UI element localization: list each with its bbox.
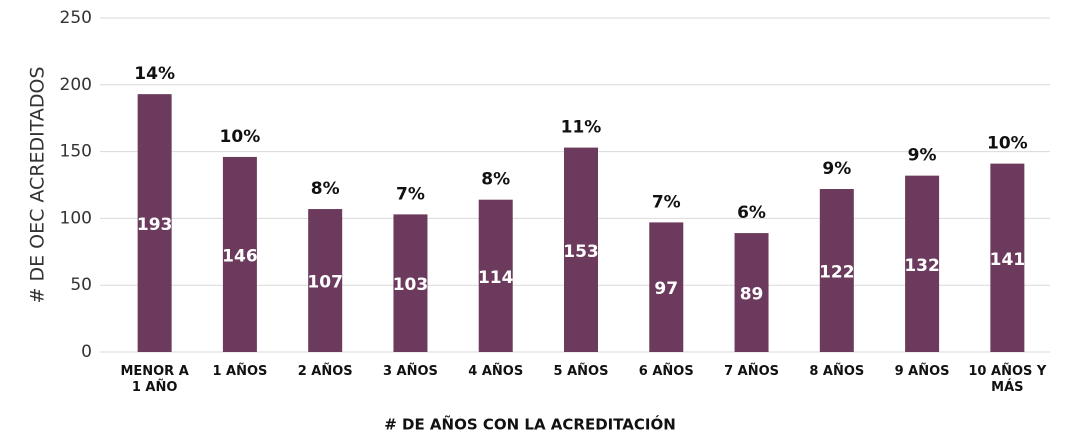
value-label: 193 [137, 215, 173, 235]
y-tick-label: 50 [70, 275, 92, 295]
x-tick-label: 5 AÑOS [553, 364, 609, 379]
value-label: 114 [478, 268, 514, 288]
bar [819, 189, 854, 352]
annotation: 8% [481, 170, 510, 190]
bar [564, 147, 598, 352]
annotation: 9% [822, 159, 851, 179]
value-label: 132 [904, 256, 940, 276]
y-tick-label: 200 [60, 75, 92, 95]
annotation: 11% [561, 118, 602, 138]
annotation: 9% [908, 146, 937, 166]
annotation: 7% [652, 192, 681, 212]
x-tick-label: 2 AÑOS [297, 364, 353, 379]
annotation: 14% [134, 64, 175, 84]
y-tick-label: 150 [60, 142, 92, 162]
value-label: 97 [654, 279, 678, 299]
x-tick-label: 7 AÑOS [724, 364, 779, 379]
y-tick-label: 250 [60, 8, 92, 28]
value-label: 146 [222, 246, 258, 266]
bar [905, 175, 940, 352]
value-label: 107 [307, 273, 343, 293]
value-label: 153 [563, 242, 599, 262]
x-tick-label: 8 AÑOS [809, 364, 865, 379]
annotation: 8% [311, 179, 340, 199]
value-label: 122 [819, 263, 855, 283]
x-tick-label: 10 AÑOS Y MÁS [968, 364, 1047, 395]
y-tick-label: 100 [60, 208, 92, 228]
y-axis-title: # DE OEC ACREDITADOS [27, 66, 49, 303]
annotation: 10% [220, 127, 261, 147]
x-tick-label: 3 AÑOS [382, 364, 438, 379]
x-axis-title: # DE AÑOS CON LA ACREDITACIÓN [384, 415, 676, 434]
x-tick-label: MENOR A 1 AÑO [120, 364, 189, 395]
bar [308, 209, 343, 352]
value-label: 141 [990, 250, 1026, 270]
bar [649, 222, 684, 352]
bar [137, 94, 172, 352]
x-tick-label: 6 AÑOS [638, 364, 694, 379]
bar [393, 214, 428, 352]
annotation: 6% [737, 203, 766, 223]
value-label: 89 [740, 285, 764, 305]
x-tick-label: 1 AÑOS [212, 364, 268, 379]
annotation: 7% [396, 184, 425, 204]
bar [478, 199, 513, 352]
annotation: 10% [987, 134, 1028, 154]
x-tick-label: 9 AÑOS [894, 364, 950, 379]
y-tick-label: 0 [81, 342, 92, 362]
bar [990, 163, 1025, 352]
bar [734, 233, 769, 352]
value-label: 103 [393, 275, 429, 295]
x-tick-label: 4 AÑOS [468, 364, 524, 379]
bar [222, 156, 257, 352]
